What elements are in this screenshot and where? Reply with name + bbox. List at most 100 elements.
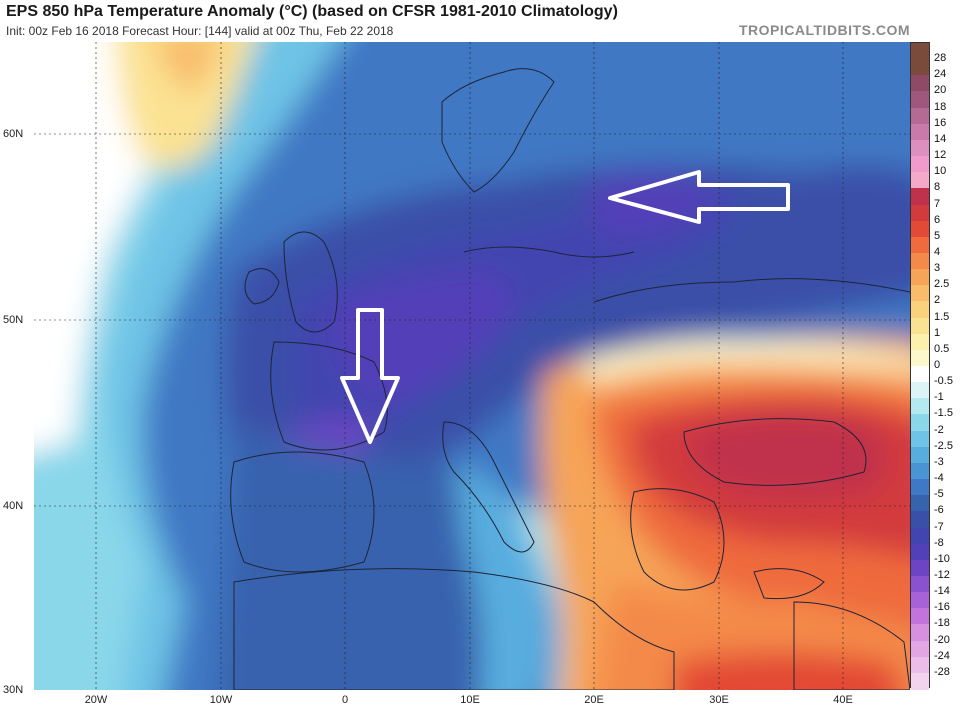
lon-label-10e: 10E [460,694,480,706]
colorbar-tick-label: 0 [934,359,941,371]
watermark: TROPICALTIDBITS.COM [738,22,910,38]
colorbar-segment [911,479,929,497]
colorbar-tick-label: 2.5 [934,278,950,291]
colorbar-segment [911,527,929,545]
colorbar-segment [911,672,929,690]
lon-label-30e: 30E [709,694,729,706]
colorbar-segment [911,656,929,674]
colorbar-tick-label: -1.5 [934,407,953,420]
lat-label-40n: 40N [3,500,24,512]
colorbar-segment [911,333,929,351]
colorbar-segment [911,301,929,319]
lon-label-0: 0 [341,694,349,706]
colorbar-segment [911,204,929,222]
colorbar-tick-label: 1.5 [934,310,950,323]
colorbar-tick-label: -4 [934,472,944,485]
colorbar-segment [911,156,929,174]
anomaly-field [34,42,910,690]
anomaly-map[interactable] [34,42,910,690]
colorbar-tick-label: -5 [934,488,944,501]
colorbar-tick-label: -6 [934,504,944,517]
arrow-south-france [340,308,400,444]
colorbar-tick-label: -28 [934,665,950,678]
colorbar-tick-label: -1 [934,391,944,404]
colorbar-segment [911,59,929,77]
colorbar-segment [911,398,929,416]
colorbar-segment [911,592,929,610]
colorbar-tick-label: 14 [934,132,947,145]
colorbar-tick-label: 6 [934,213,941,226]
colorbar [910,42,930,690]
colorbar-tick-label: 2 [934,294,941,307]
colorbar-segment [911,511,929,529]
lat-label-30n: 30N [3,684,24,696]
colorbar-segment [911,575,929,593]
colorbar-segment [911,252,929,270]
lon-label-40e: 40E [833,694,853,706]
colorbar-segment [911,91,929,109]
colorbar-tick-label: 28 [934,52,947,65]
colorbar-segment [911,462,929,480]
colorbar-tick-label: 20 [934,84,947,97]
forecast-info: Init: 00z Feb 16 2018 Forecast Hour: [14… [6,24,394,38]
colorbar-tick-label: 4 [934,245,941,258]
colorbar-tick-label: -12 [934,568,950,581]
lat-label-60n: 60N [3,128,24,140]
colorbar-segment [911,446,929,464]
colorbar-tick-label: -2.5 [934,439,953,452]
colorbar-tick-label: -20 [934,633,950,646]
lon-label-20w: 20W [84,694,108,706]
colorbar-segment [911,414,929,432]
arrow-west-russia [608,170,790,224]
colorbar-tick-label: -18 [934,617,950,630]
chart-title: EPS 850 hPa Temperature Anomaly (°C) (ba… [6,3,618,20]
colorbar-segment [911,495,929,513]
colorbar-segment [911,43,929,60]
colorbar-tick-label: -8 [934,536,944,549]
colorbar-segment [911,236,929,254]
colorbar-segment [911,107,929,125]
lon-label-10w: 10W [209,694,233,706]
colorbar-segment [911,75,929,93]
colorbar-segment [911,285,929,303]
lon-label-20e: 20E [584,694,604,706]
colorbar-tick-label: -0.5 [934,375,953,388]
colorbar-segment [911,366,929,383]
colorbar-tick-label: -14 [934,585,950,598]
colorbar-segment [911,559,929,577]
colorbar-tick-label: -10 [934,552,950,565]
colorbar-segment [911,172,929,190]
colorbar-segment [911,269,929,287]
colorbar-tick-label: -3 [934,455,944,468]
colorbar-tick-label: 5 [934,229,941,242]
colorbar-tick-label: 1 [934,326,941,339]
colorbar-segment [911,139,929,157]
colorbar-tick-label: 24 [934,68,947,81]
colorbar-tick-label: 8 [934,181,941,194]
colorbar-tick-label: 0.5 [934,342,950,355]
colorbar-segment [911,640,929,658]
colorbar-segment [911,349,929,367]
colorbar-segment [911,317,929,335]
colorbar-tick-label: -7 [934,520,944,533]
colorbar-segment [911,430,929,448]
colorbar-tick-label: 12 [934,149,947,162]
colorbar-tick-label: -2 [934,423,944,436]
colorbar-tick-label: 16 [934,116,947,129]
coastlines [230,68,910,690]
colorbar-segment [911,123,929,141]
colorbar-tick-label: 3 [934,262,941,275]
colorbar-tick-label: 7 [934,197,941,210]
lat-label-50n: 50N [3,314,24,326]
colorbar-tick-label: 10 [934,165,947,178]
colorbar-segment [911,220,929,238]
graticule [34,42,910,690]
colorbar-segment [911,188,929,206]
colorbar-tick-label: 18 [934,100,947,113]
colorbar-segment [911,608,929,626]
colorbar-tick-label: -16 [934,601,950,614]
colorbar-segment [911,382,929,400]
colorbar-tick-label: -24 [934,649,950,662]
colorbar-segment [911,543,929,561]
colorbar-segment [911,624,929,642]
